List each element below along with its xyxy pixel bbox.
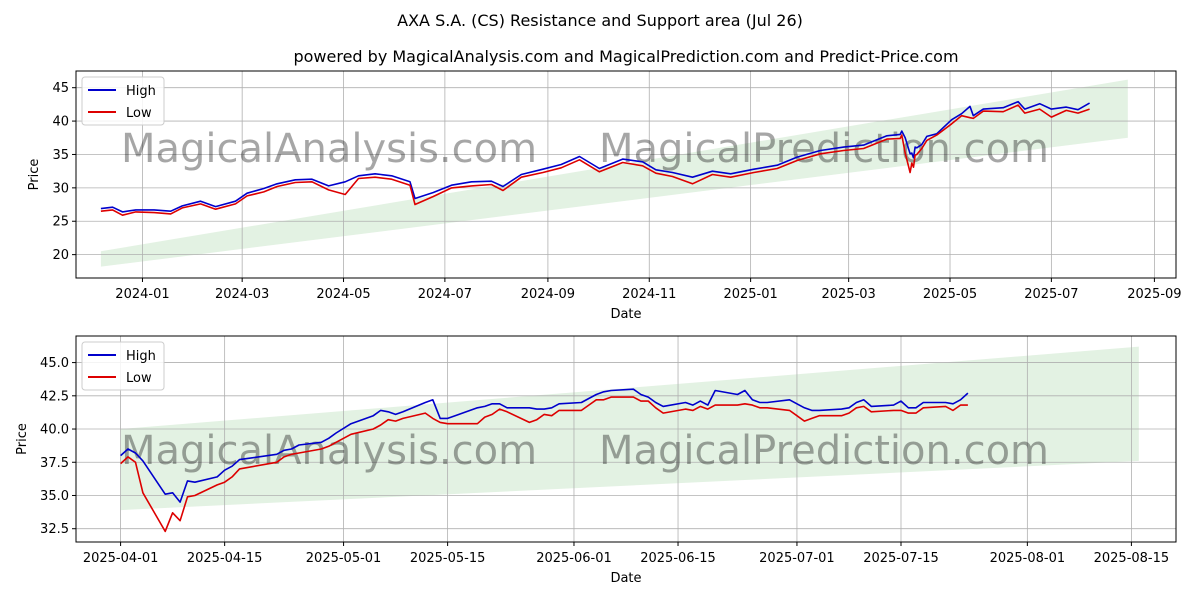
y-tick-label: 35 (52, 148, 69, 163)
x-tick-label: 2025-05-15 (410, 551, 486, 566)
y-tick-label: 32.5 (40, 522, 69, 537)
x-tick-label: 2025-08-15 (1094, 551, 1170, 566)
x-tick-label: 2024-03 (215, 287, 269, 302)
x-tick-label: 2024-07 (418, 287, 472, 302)
x-tick-label: 2024-09 (521, 287, 575, 302)
series-line-low (120, 396, 968, 533)
y-tick-label: 42.5 (40, 389, 69, 404)
legend-label-low: Low (126, 106, 152, 121)
x-tick-label: 2025-07-01 (759, 551, 835, 566)
y-tick-label: 25 (52, 215, 69, 230)
resistance-support-band (100, 79, 1128, 267)
x-tick-label: 2025-07 (1024, 287, 1078, 302)
y-axis-label: Price (27, 159, 42, 191)
x-tick-label: 2025-04-01 (83, 551, 159, 566)
x-tick-label: 2025-05 (923, 287, 977, 302)
x-tick-label: 2024-01 (115, 287, 169, 302)
x-tick-label: 2025-06-15 (640, 551, 716, 566)
y-tick-label: 45 (52, 81, 69, 96)
plot-frame (75, 335, 1177, 543)
bottom-panel: MagicalAnalysis.com MagicalPrediction.com… (15, 335, 1177, 586)
chart-subtitle: powered by MagicalAnalysis.com and Magic… (293, 47, 958, 66)
y-axis-label: Price (15, 423, 30, 455)
top-panel: MagicalAnalysis.com MagicalPrediction.com… (27, 70, 1182, 322)
y-tick-label: 30 (52, 181, 69, 196)
y-tick-label: 37.5 (40, 456, 69, 471)
x-tick-label: 2025-01 (723, 287, 777, 302)
x-tick-label: 2025-09 (1127, 287, 1181, 302)
watermark-text: MagicalAnalysis.com (121, 428, 537, 474)
y-tick-label: 40.0 (40, 423, 69, 438)
y-tick-label: 45.0 (40, 356, 69, 371)
watermark-text: MagicalPrediction.com (599, 428, 1049, 474)
x-tick-label: 2025-03 (821, 287, 875, 302)
x-tick-label: 2025-05-01 (306, 551, 382, 566)
x-tick-label: 2025-08-01 (990, 551, 1066, 566)
legend-label-high: High (126, 84, 156, 99)
y-tick-label: 40 (52, 115, 69, 130)
legend-label-high: High (126, 349, 156, 364)
chart-title: AXA S.A. (CS) Resistance and Support are… (397, 11, 803, 30)
y-tick-label: 20 (52, 248, 69, 263)
watermark-text: MagicalPrediction.com (599, 126, 1049, 172)
x-axis-label: Date (610, 307, 641, 322)
x-tick-label: 2025-06-01 (536, 551, 612, 566)
y-tick-label: 35.0 (40, 489, 69, 504)
plot-frame (75, 70, 1177, 279)
x-tick-label: 2024-11 (622, 287, 676, 302)
x-tick-label: 2024-05 (316, 287, 370, 302)
series-line-high (100, 100, 1090, 213)
x-axis-label: Date (610, 571, 641, 586)
x-tick-label: 2025-04-15 (187, 551, 263, 566)
legend-label-low: Low (126, 371, 152, 386)
series-line-low (100, 104, 1090, 216)
watermark-text: MagicalAnalysis.com (121, 126, 537, 172)
series-line-high (120, 388, 969, 503)
x-tick-label: 2025-07-15 (863, 551, 939, 566)
resistance-support-band (120, 346, 1139, 511)
